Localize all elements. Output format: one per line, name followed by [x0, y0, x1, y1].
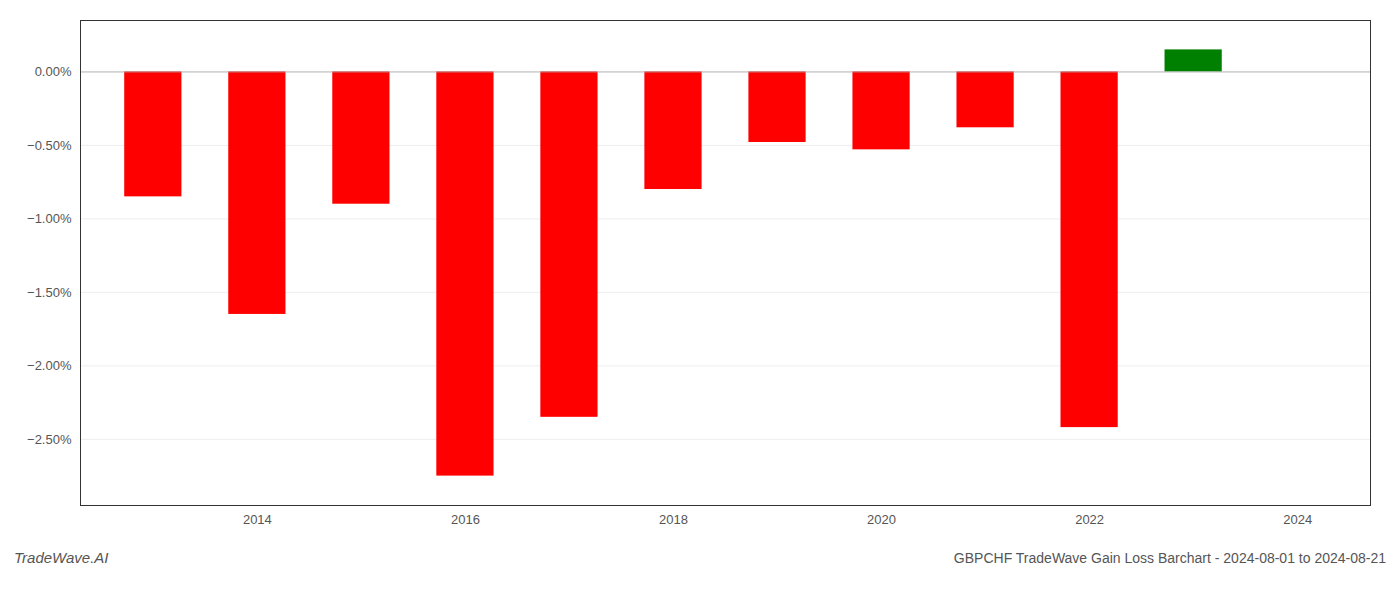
svg-text:−2.50%: −2.50% [27, 432, 72, 447]
html-text:TradeWave.AI: TradeWave.AI [14, 549, 109, 566]
svg-text:−1.00%: −1.00% [27, 211, 72, 226]
svg-text:−2.00%: −2.00% [27, 358, 72, 373]
svg-text:2020: 2020 [867, 512, 896, 527]
svg-text:0.00%: 0.00% [35, 64, 72, 79]
html-text:GBPCHF TradeWave Gain Loss Bar: GBPCHF TradeWave Gain Loss Barchart - 20… [953, 550, 1386, 566]
svg-text:2024: 2024 [1283, 512, 1312, 527]
svg-text:2016: 2016 [451, 512, 480, 527]
svg-text:2022: 2022 [1075, 512, 1104, 527]
svg-text:2014: 2014 [243, 512, 272, 527]
svg-text:−0.50%: −0.50% [27, 138, 72, 153]
svg-text:2018: 2018 [659, 512, 688, 527]
svg-text:−1.50%: −1.50% [27, 285, 72, 300]
